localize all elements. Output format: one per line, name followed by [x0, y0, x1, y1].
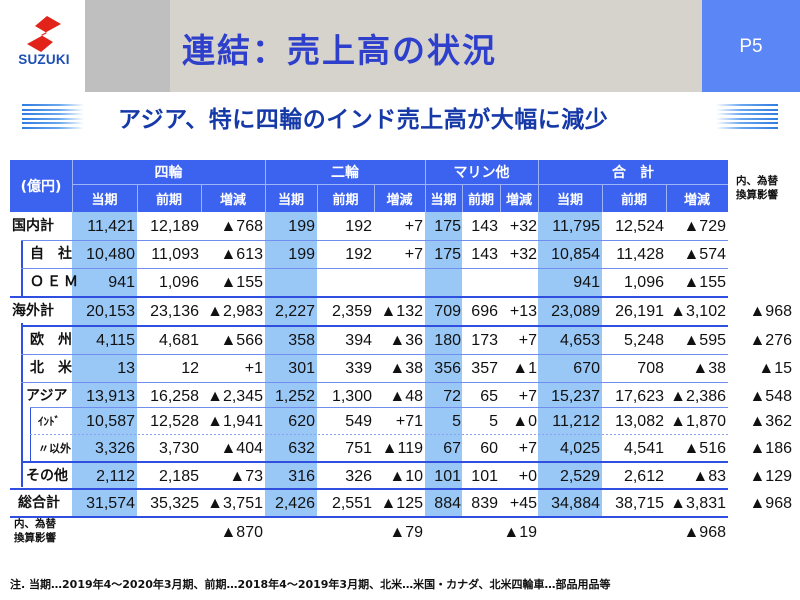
table-row-grand-total: 総合計 31,574 35,325 ▲3,751 2,426 2,551 ▲12… [18, 495, 792, 512]
group-header-moto: 二輪 [265, 160, 425, 184]
suzuki-s-mark-icon [27, 16, 61, 52]
brand-name: SUZUKI [18, 52, 70, 67]
group-header-marine: マリン他 [425, 160, 538, 184]
table-row-oem: ＯＥＭ 941 1,096 ▲155 941 1,096 ▲155 [30, 274, 726, 291]
col-total-change: 増減 [666, 184, 728, 212]
shade-marine-current [425, 212, 462, 516]
sales-table: (億円) 四輪 当期 前期 増減 二輪 当期 前期 増減 マリン他 当期 前期 … [10, 160, 792, 544]
shade-auto-current [72, 212, 137, 516]
group-header-auto: 四輪 [72, 160, 265, 184]
suzuki-logo: SUZUKI [0, 0, 85, 92]
page-subtitle: アジア、特に四輪のインド売上高が大幅に減少 [118, 107, 609, 133]
overseas-bracket [21, 323, 23, 487]
shade-total-current [538, 212, 602, 516]
unit-label: (億円) [10, 160, 72, 212]
table-row-fx-impact: ▲870 ▲79 ▲19 ▲968 [220, 524, 726, 541]
shade-moto-current [265, 212, 317, 516]
table-row-overseas-total: 海外計 20,153 23,136 ▲2,983 2,227 2,359 ▲13… [12, 303, 792, 320]
table-row-europe: 欧 州 4,115 4,681 ▲566 358 394 ▲36 180 173… [30, 332, 792, 349]
col-moto-previous: 前期 [317, 184, 374, 212]
decorative-stripes-left [22, 104, 84, 130]
table-row-north-america: 北 米 13 12 +1 301 339 ▲38 356 357 ▲1 670 … [30, 360, 792, 377]
table-row-other: その他 2,112 2,185 ▲73 316 326 ▲10 101 101 … [26, 468, 792, 485]
table-row-domestic-total: 国内計 11,421 12,189 ▲768 199 192 +7 175 14… [12, 218, 726, 235]
table-row-asia: アジア 13,913 16,258 ▲2,345 1,252 1,300 ▲48… [26, 388, 792, 405]
col-moto-current: 当期 [265, 184, 317, 212]
title-band: 連結：売上高の状況 [170, 0, 702, 92]
title-band-accent [85, 0, 170, 92]
col-auto-previous: 前期 [137, 184, 201, 212]
fx-impact-row-label: 内、為替 換算影響 [14, 518, 56, 544]
col-marine-change: 増減 [500, 184, 538, 212]
page-title: 連結：売上高の状況 [182, 31, 497, 70]
group-header-total: 合 計 [538, 160, 728, 184]
fx-impact-column-header: 内、為替 換算影響 [736, 175, 778, 201]
col-marine-previous: 前期 [462, 184, 500, 212]
col-marine-current: 当期 [425, 184, 462, 212]
col-total-current: 当期 [538, 184, 602, 212]
table-row-asia-excluding-india: 〃以外 3,326 3,730 ▲404 632 751 ▲119 67 60 … [38, 440, 792, 457]
col-moto-change: 増減 [374, 184, 425, 212]
decorative-stripes-right [716, 104, 778, 130]
footnote: 注. 当期…2019年4～2020年3月期、前期…2018年4～2019年3月期… [10, 578, 611, 591]
page-number: P5 [739, 36, 763, 57]
col-auto-current: 当期 [72, 184, 137, 212]
col-total-previous: 前期 [602, 184, 666, 212]
table-row-india: ｲﾝﾄﾞ 10,587 12,528 ▲1,941 620 549 +71 5 … [38, 413, 792, 430]
col-auto-change: 増減 [201, 184, 265, 212]
page-number-badge: P5 [702, 0, 800, 92]
table-row-own-brand: 自 社 10,480 11,093 ▲613 199 192 +7 175 14… [30, 246, 726, 263]
